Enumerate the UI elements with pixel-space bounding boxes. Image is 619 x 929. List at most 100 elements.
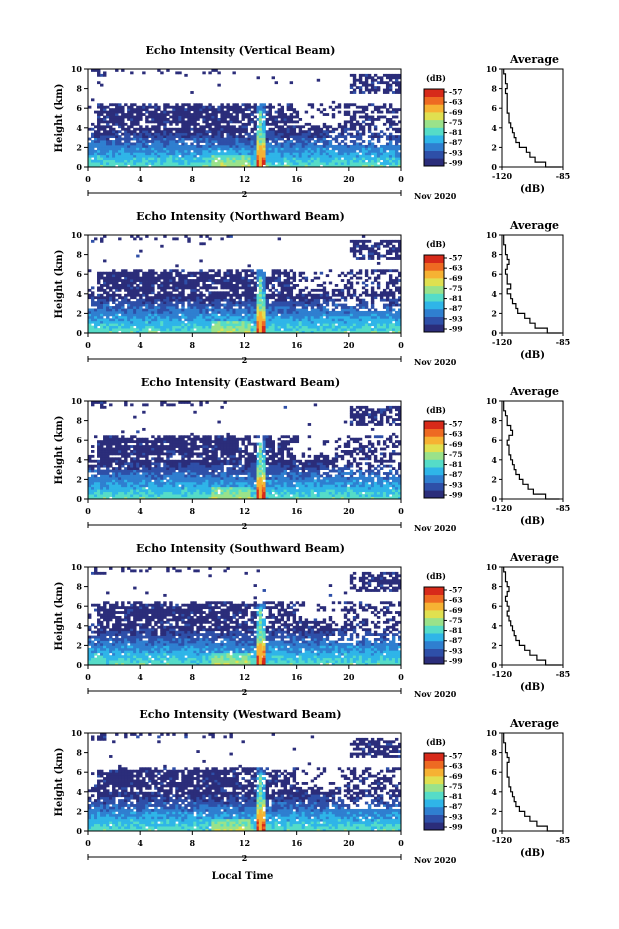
average-y-tick-label: 10 [486,230,498,240]
echo-cell [286,306,291,309]
echo-cell [145,315,149,319]
echo-cell [199,130,203,134]
echo-cell [292,320,297,324]
echo-cell [199,110,203,114]
echo-cell [94,481,98,485]
echo-cell [214,164,218,168]
echo-cell [136,284,140,287]
echo-cell [109,147,113,151]
echo-cell [391,279,396,282]
echo-cell [238,125,242,129]
average-y-tick-label: 0 [491,162,497,172]
echo-cell [346,271,351,275]
echo-cell [286,149,291,153]
echo-cell [136,122,140,126]
echo-cell [250,318,254,322]
echo-cell [187,325,191,329]
echo-cell [139,154,143,158]
echo-cell [307,293,312,297]
echo-cell [394,269,399,273]
echo-cell [217,127,221,131]
echo-cell [388,132,393,136]
echo-cell [160,137,164,141]
echo-cell [331,310,336,314]
echo-cell [193,120,197,124]
echo-cell [169,310,173,314]
echo-cell [136,276,140,280]
echo-cell [328,130,333,134]
echo-cell [157,284,161,287]
echo-cell [337,291,342,295]
echo-cell [268,159,272,163]
echo-cell [262,328,266,331]
convective-column [258,318,262,322]
echo-cell [106,313,110,317]
echo-cell [277,281,282,285]
echo-cell [145,154,149,158]
echo-cell [346,127,351,131]
echo-cell [172,286,176,290]
echo-cell [196,108,200,112]
echo-cell [358,320,363,324]
echo-cell [97,71,101,75]
echo-cell [151,296,155,300]
echo-cell [331,130,336,134]
echo-cell [148,140,152,143]
echo-cell [139,137,143,141]
echo-cell [340,271,345,275]
echo-cell [331,308,336,312]
echo-cell [133,308,137,312]
echo-cell [208,127,212,131]
echo-cell [271,271,275,275]
echo-cell [88,296,92,300]
echo-cell [205,276,209,280]
echo-cell [115,132,119,136]
echo-cell [277,271,282,275]
echo-cell [121,108,125,112]
echo-cell [280,127,285,131]
echo-cell [94,310,98,314]
echo-cell [289,303,294,307]
echo-cell [169,154,173,158]
echo-cell [349,320,354,324]
echo-cell [100,440,104,444]
echo-cell [352,249,357,253]
echo-cell [205,325,209,329]
echo-cell [322,122,327,126]
echo-cell [103,140,107,143]
echo-cell [253,284,257,287]
echo-cell [124,313,128,317]
echo-cell [292,164,297,168]
convective-column [258,154,262,158]
echo-cell [187,122,191,126]
echo-cell [103,452,107,456]
echo-cell [190,137,194,141]
echo-cell [244,105,248,109]
echo-cell [352,291,357,295]
echo-cell [172,147,176,151]
echo-cell [94,69,98,72]
echo-cell [346,120,351,124]
echo-cell [304,159,309,163]
echo-cell [124,442,128,446]
echo-cell [391,76,396,80]
echo-cell [160,152,164,156]
echo-cell [106,467,110,470]
echo-cell [325,320,330,324]
echo-cell [124,459,128,463]
colorbar-tick-label: -69 [449,274,463,283]
echo-cell [166,315,170,319]
echo-cell [382,271,387,275]
echo-cell [193,127,197,131]
echo-cell [226,162,230,165]
convective-column [258,313,262,317]
echo-cell [208,125,212,129]
echo-cell [394,154,399,158]
echo-cell [199,279,203,282]
echo-cell [379,135,384,138]
echo-cell [379,242,384,246]
echo-cell [298,279,303,282]
echo-cell [250,118,254,121]
echo-cell [133,313,137,317]
echo-cell [124,489,128,493]
